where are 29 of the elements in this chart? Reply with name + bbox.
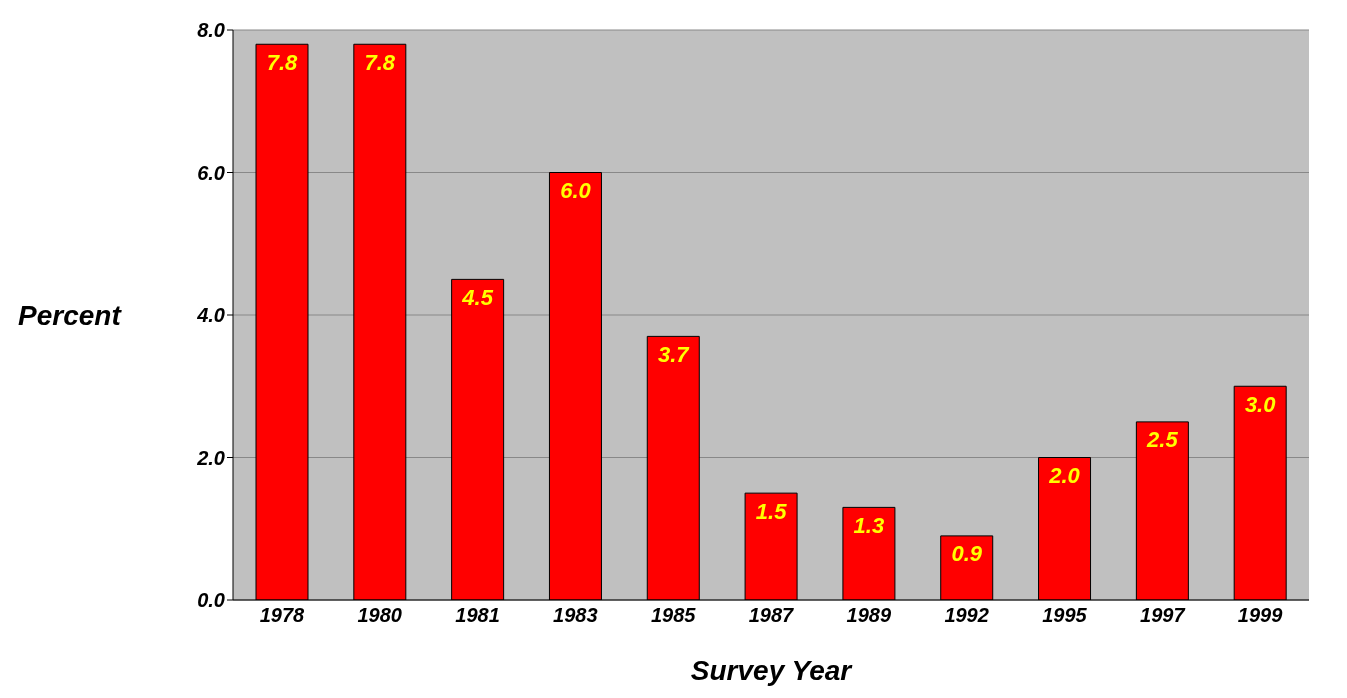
data-label: 2.0	[1048, 463, 1081, 489]
data-label: 2.5	[1146, 427, 1179, 453]
x-tick-label: 1978	[259, 604, 306, 627]
y-axis-title: Percent	[18, 299, 123, 331]
data-label: 1.5	[755, 498, 788, 524]
data-label: 7.8	[266, 49, 299, 75]
data-label: 7.8	[364, 49, 396, 75]
y-tick-label: 0.0	[197, 589, 225, 612]
x-tick-label: 1983	[553, 604, 598, 627]
data-label: 4.5	[461, 284, 494, 310]
y-tick-label: 4.0	[196, 304, 225, 327]
y-tick-label: 2.0	[196, 446, 225, 469]
y-tick-label: 6.0	[197, 161, 225, 184]
x-axis-title: Survey Year	[690, 655, 854, 686]
data-label: 0.9	[951, 541, 983, 567]
data-label: 6.0	[560, 178, 592, 204]
x-tick-label: 1981	[455, 604, 500, 627]
x-tick-label: 1985	[650, 604, 697, 627]
data-label: 3.7	[657, 341, 691, 367]
x-tick-label: 1999	[1237, 604, 1284, 627]
x-tick-label: 1995	[1042, 604, 1088, 627]
data-label: 1.3	[853, 512, 885, 538]
x-tick-label: 1980	[357, 604, 402, 627]
data-label: 3.0	[1244, 391, 1277, 417]
y-tick-label: 8.0	[197, 19, 225, 42]
x-tick-label: 1997	[1140, 604, 1186, 627]
x-tick-label: 1987	[748, 604, 795, 627]
x-tick-label: 1989	[846, 604, 892, 627]
x-tick-label: 1992	[944, 604, 989, 627]
